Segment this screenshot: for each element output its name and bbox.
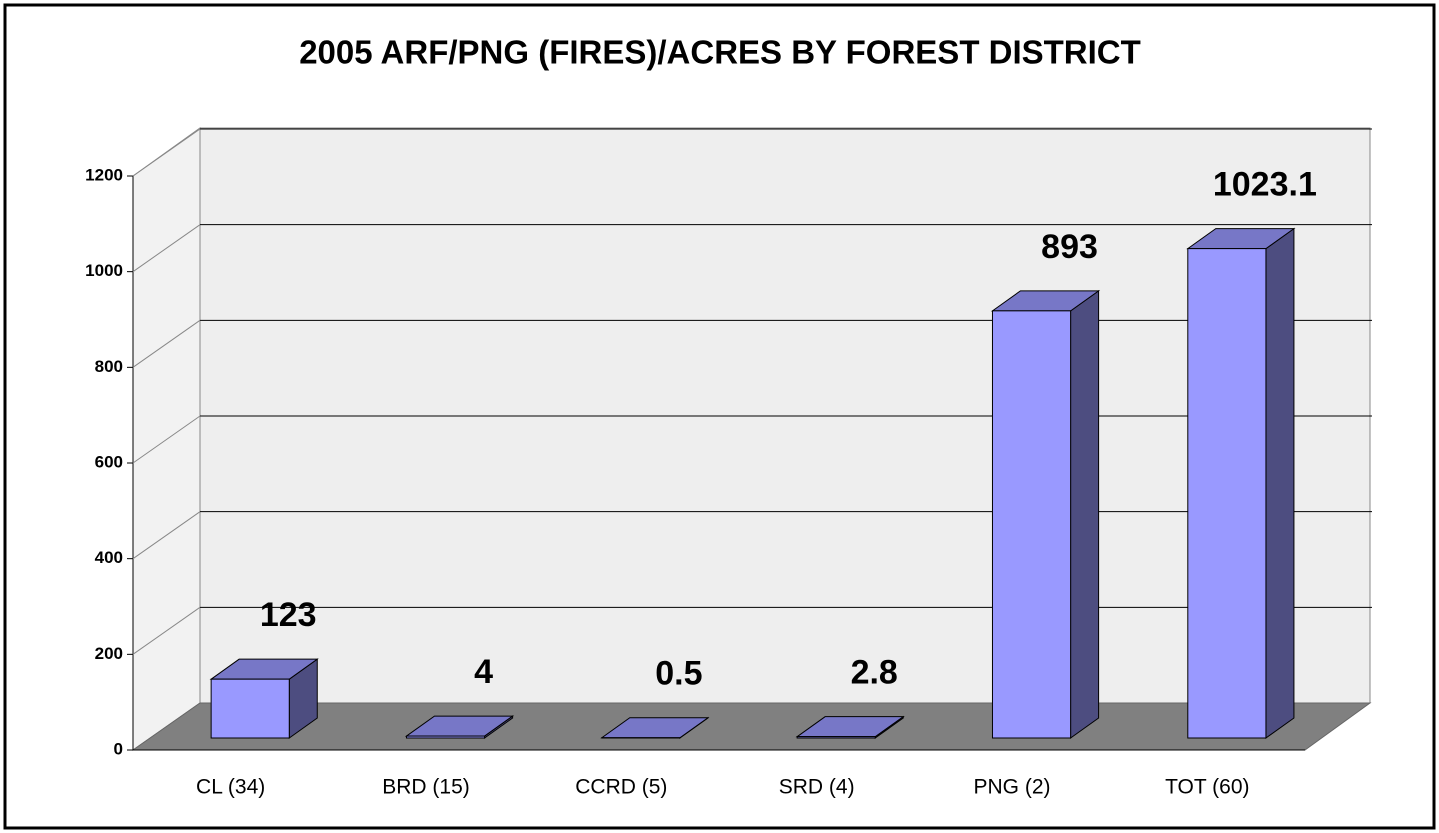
y-tick-label: 800 [95, 357, 123, 376]
grid-line-side [132, 319, 201, 368]
floor [131, 702, 1372, 751]
value-label: 0.5 [655, 655, 702, 693]
x-tick-label: BRD (15) [382, 776, 470, 799]
value-label: 1023.1 [1213, 166, 1317, 204]
bar-side [1265, 227, 1295, 739]
grid-line-side [132, 511, 201, 560]
grid-line-side [132, 128, 201, 177]
value-label: 893 [1041, 228, 1098, 266]
x-tick-label: SRD (4) [779, 776, 855, 799]
y-tick-label: 200 [95, 644, 123, 663]
y-tick-label: 0 [114, 739, 123, 758]
bar [210, 678, 290, 739]
x-tick-label: CCRD (5) [575, 776, 667, 799]
x-tick-label: TOT (60) [1165, 776, 1249, 799]
bar [1187, 248, 1267, 739]
value-label: 4 [474, 653, 493, 691]
x-tick-label: PNG (2) [973, 776, 1050, 799]
y-tick-label: 600 [95, 452, 123, 471]
bar-side [1070, 289, 1100, 739]
y-tick-label: 1200 [85, 165, 123, 184]
grid-line-side [132, 415, 201, 464]
y-tick-label: 400 [95, 548, 123, 567]
y-tick-label: 1000 [85, 261, 123, 280]
x-tick-label: CL (34) [196, 776, 265, 799]
bar [991, 310, 1072, 739]
chart-title: 2005 ARF/PNG (FIRES)/ACRES BY FOREST DIS… [299, 34, 1141, 71]
bar [796, 736, 876, 739]
value-label: 2.8 [851, 654, 898, 692]
value-label: 123 [260, 596, 317, 634]
grid-line-side [132, 224, 201, 273]
bar [405, 735, 486, 739]
grid-line-side [132, 606, 201, 655]
